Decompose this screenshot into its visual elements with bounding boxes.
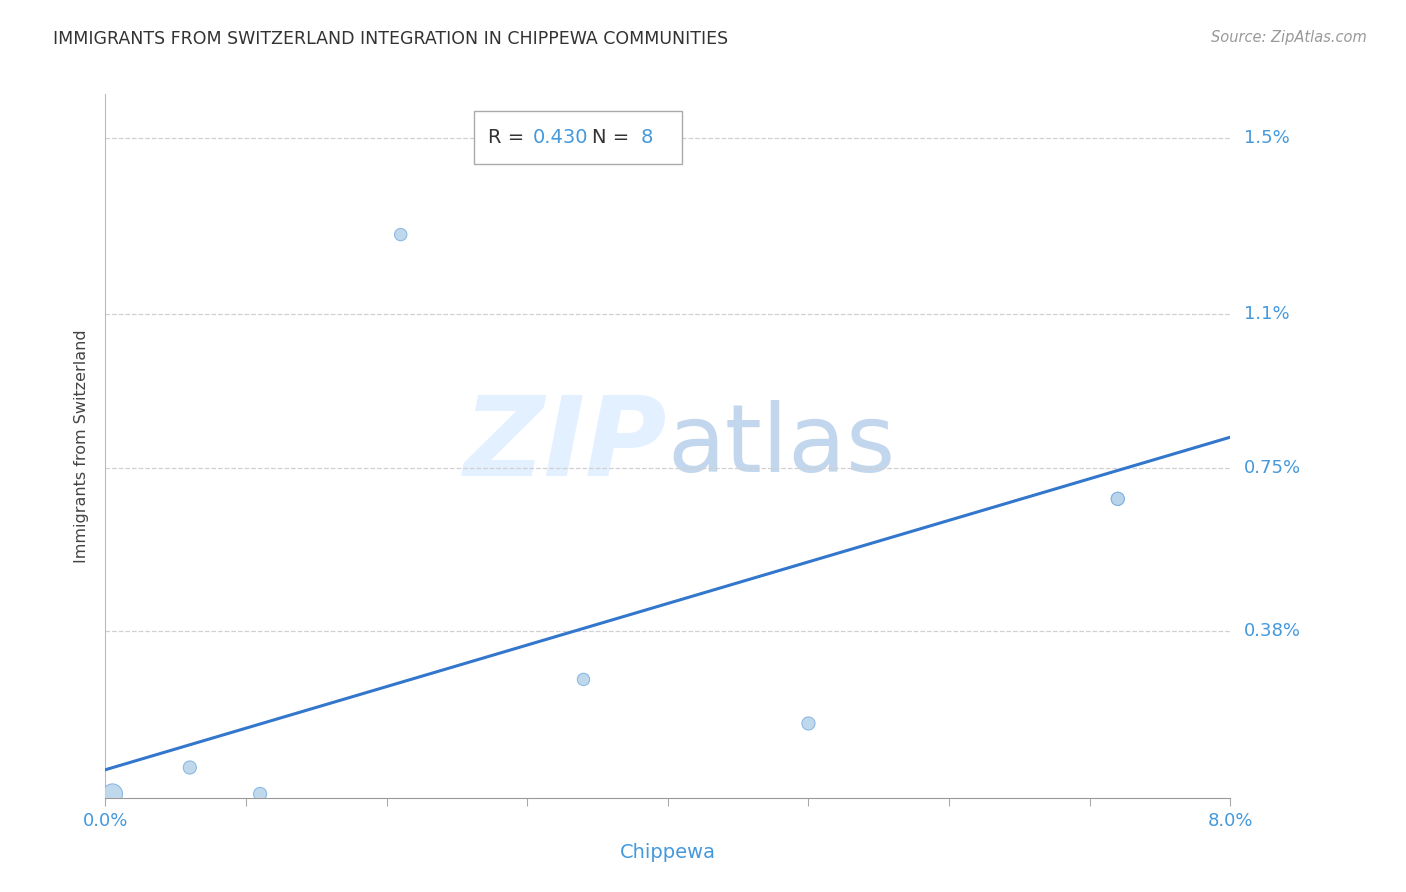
FancyBboxPatch shape — [474, 112, 682, 164]
Point — [1107, 491, 1129, 506]
Point — [389, 227, 412, 242]
Text: ZIP: ZIP — [464, 392, 668, 500]
Text: 8: 8 — [640, 128, 652, 147]
Point — [179, 760, 201, 774]
Text: Source: ZipAtlas.com: Source: ZipAtlas.com — [1211, 30, 1367, 45]
Text: 1.5%: 1.5% — [1244, 128, 1289, 146]
Point — [1107, 491, 1129, 506]
Text: 0.38%: 0.38% — [1244, 622, 1301, 640]
Text: 1.1%: 1.1% — [1244, 305, 1289, 323]
Text: IMMIGRANTS FROM SWITZERLAND INTEGRATION IN CHIPPEWA COMMUNITIES: IMMIGRANTS FROM SWITZERLAND INTEGRATION … — [53, 30, 728, 48]
Text: N =: N = — [592, 128, 636, 147]
Point — [572, 673, 595, 687]
Text: 0.430: 0.430 — [533, 128, 588, 147]
Y-axis label: Immigrants from Switzerland: Immigrants from Switzerland — [75, 329, 90, 563]
X-axis label: Chippewa: Chippewa — [620, 844, 716, 863]
Point — [249, 787, 271, 801]
Text: atlas: atlas — [668, 400, 896, 492]
Point — [797, 716, 820, 731]
Text: R =: R = — [488, 128, 531, 147]
Point — [101, 787, 124, 801]
Text: 0.75%: 0.75% — [1244, 459, 1302, 477]
